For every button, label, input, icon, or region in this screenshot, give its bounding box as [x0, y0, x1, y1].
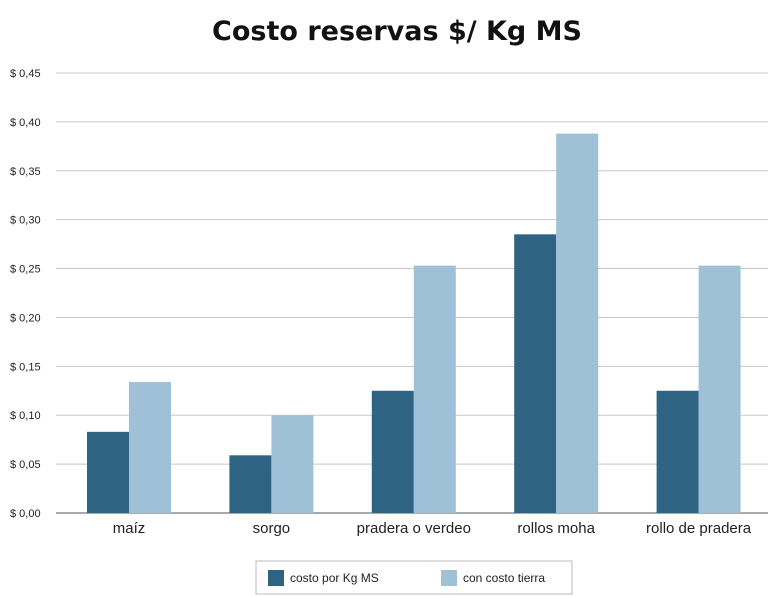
bar: [87, 431, 129, 513]
bar: [271, 415, 314, 513]
y-tick-label: $ 0,10: [10, 410, 41, 422]
legend-swatch-costo-por-kg-ms: [268, 570, 284, 586]
legend: costo por Kg MS con costo tierra: [255, 560, 573, 595]
y-tick-label: $ 0,00: [10, 508, 41, 520]
bar: [656, 390, 699, 513]
x-tick-label: rollo de pradera: [646, 520, 752, 537]
bar: [698, 265, 741, 513]
y-tick-label: $ 0,35: [10, 166, 41, 178]
y-tick-label: $ 0,45: [10, 68, 41, 80]
y-axis-tick-labels: $ 0,00 $ 0,05 $ 0,10 $ 0,15 $ 0,20 $ 0,25 $ 0,…: [10, 68, 41, 520]
chart-title: Costo reservas $/ Kg MS: [212, 16, 582, 47]
bar: [229, 455, 272, 513]
y-tick-label: $ 0,25: [10, 264, 41, 276]
y-tick-label: $ 0,30: [10, 215, 41, 227]
y-tick-label: $ 0,15: [10, 361, 41, 373]
y-tick-label: $ 0,20: [10, 312, 41, 324]
grid-lines: [56, 72, 768, 514]
y-tick-label: $ 0,40: [10, 117, 41, 129]
bars: [87, 133, 741, 514]
legend-label-costo-por-kg-ms: costo por Kg MS: [290, 571, 379, 585]
y-tick-label: $ 0,05: [10, 459, 41, 471]
bar: [556, 133, 599, 513]
x-axis-tick-labels: maíz sorgo pradera o verdeo rollos moha roll…: [113, 520, 752, 537]
bar: [371, 390, 414, 513]
bar: [413, 265, 456, 513]
x-tick-label: rollos moha: [517, 520, 595, 537]
legend-label-con-costo-tierra: con costo tierra: [463, 571, 545, 585]
x-tick-label: sorgo: [253, 520, 291, 537]
legend-box: [255, 560, 573, 595]
legend-swatch-con-costo-tierra: [441, 570, 457, 586]
bar: [514, 234, 557, 514]
x-tick-label: pradera o verdeo: [357, 520, 471, 537]
bar: [129, 381, 171, 513]
x-tick-label: maíz: [113, 520, 146, 537]
